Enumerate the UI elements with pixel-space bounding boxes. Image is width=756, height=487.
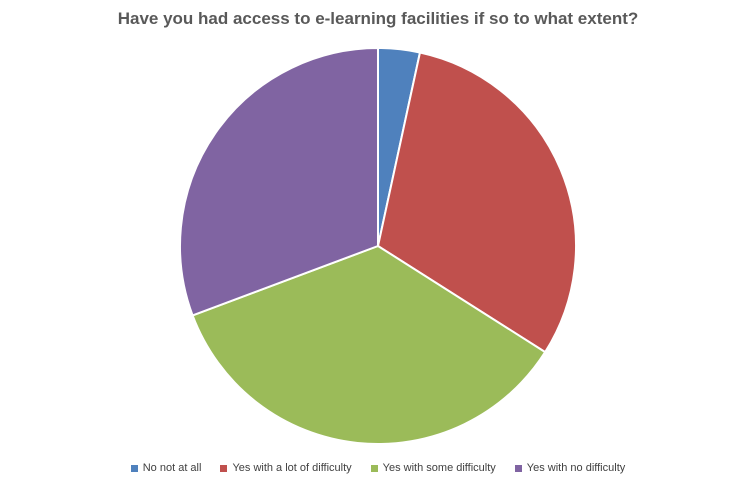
legend-label: Yes with no difficulty (526, 462, 626, 474)
legend-item-yes-with-no-difficulty: Yes with no difficulty (514, 462, 626, 474)
legend-swatch (220, 464, 228, 472)
pie-slice-yes-with-some-difficulty (191, 245, 547, 445)
legend-item-no-not-at-all: No not at all (130, 462, 202, 474)
legend-item-yes-with-a-lot-of-difficulty: Yes with a lot of difficulty (220, 462, 352, 474)
chart-title: Have you had access to e-learning facili… (117, 9, 639, 28)
legend-label: Yes with a lot of difficulty (232, 462, 352, 474)
legend-label: No not at all (142, 462, 202, 474)
chart-legend: No not at all Yes with a lot of difficul… (0, 462, 756, 474)
legend-swatch (514, 464, 522, 472)
pie-slice-yes-with-no-difficulty (179, 47, 379, 317)
legend-swatch (370, 464, 378, 472)
legend-label: Yes with some difficulty (382, 462, 496, 474)
legend-swatch (130, 464, 138, 472)
legend-item-yes-with-some-difficulty: Yes with some difficulty (370, 462, 496, 474)
